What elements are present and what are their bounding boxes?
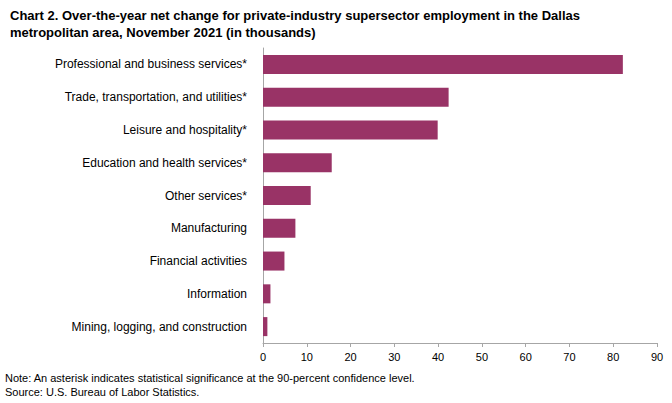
svg-text:Financial activities: Financial activities [150,254,247,268]
svg-text:70: 70 [563,351,575,363]
svg-text:Information: Information [187,287,247,301]
svg-text:Source: U.S. Bureau of Labor S: Source: U.S. Bureau of Labor Statistics. [5,386,199,398]
svg-text:80: 80 [607,351,619,363]
svg-text:20: 20 [344,351,356,363]
svg-text:0: 0 [260,351,266,363]
svg-text:Professional and business serv: Professional and business services* [55,57,247,71]
svg-text:50: 50 [476,351,488,363]
svg-text:Note: An asterisk indicates st: Note: An asterisk indicates statistical … [5,372,415,384]
svg-text:metropolitan area, November 20: metropolitan area, November 2021 (in tho… [10,25,316,40]
svg-text:Mining, logging, and construct: Mining, logging, and construction [72,320,247,334]
svg-text:Other services*: Other services* [165,189,247,203]
svg-text:10: 10 [301,351,313,363]
svg-text:Education and health services*: Education and health services* [82,156,247,170]
svg-text:Trade, transportation, and uti: Trade, transportation, and utilities* [65,90,248,104]
svg-text:Chart 2. Over-the-year net cha: Chart 2. Over-the-year net change for pr… [10,8,584,23]
svg-text:30: 30 [388,351,400,363]
svg-text:60: 60 [520,351,532,363]
svg-text:Leisure and hospitality*: Leisure and hospitality* [123,123,247,137]
svg-text:90: 90 [651,351,663,363]
svg-text:40: 40 [432,351,444,363]
svg-text:Manufacturing: Manufacturing [171,221,247,235]
